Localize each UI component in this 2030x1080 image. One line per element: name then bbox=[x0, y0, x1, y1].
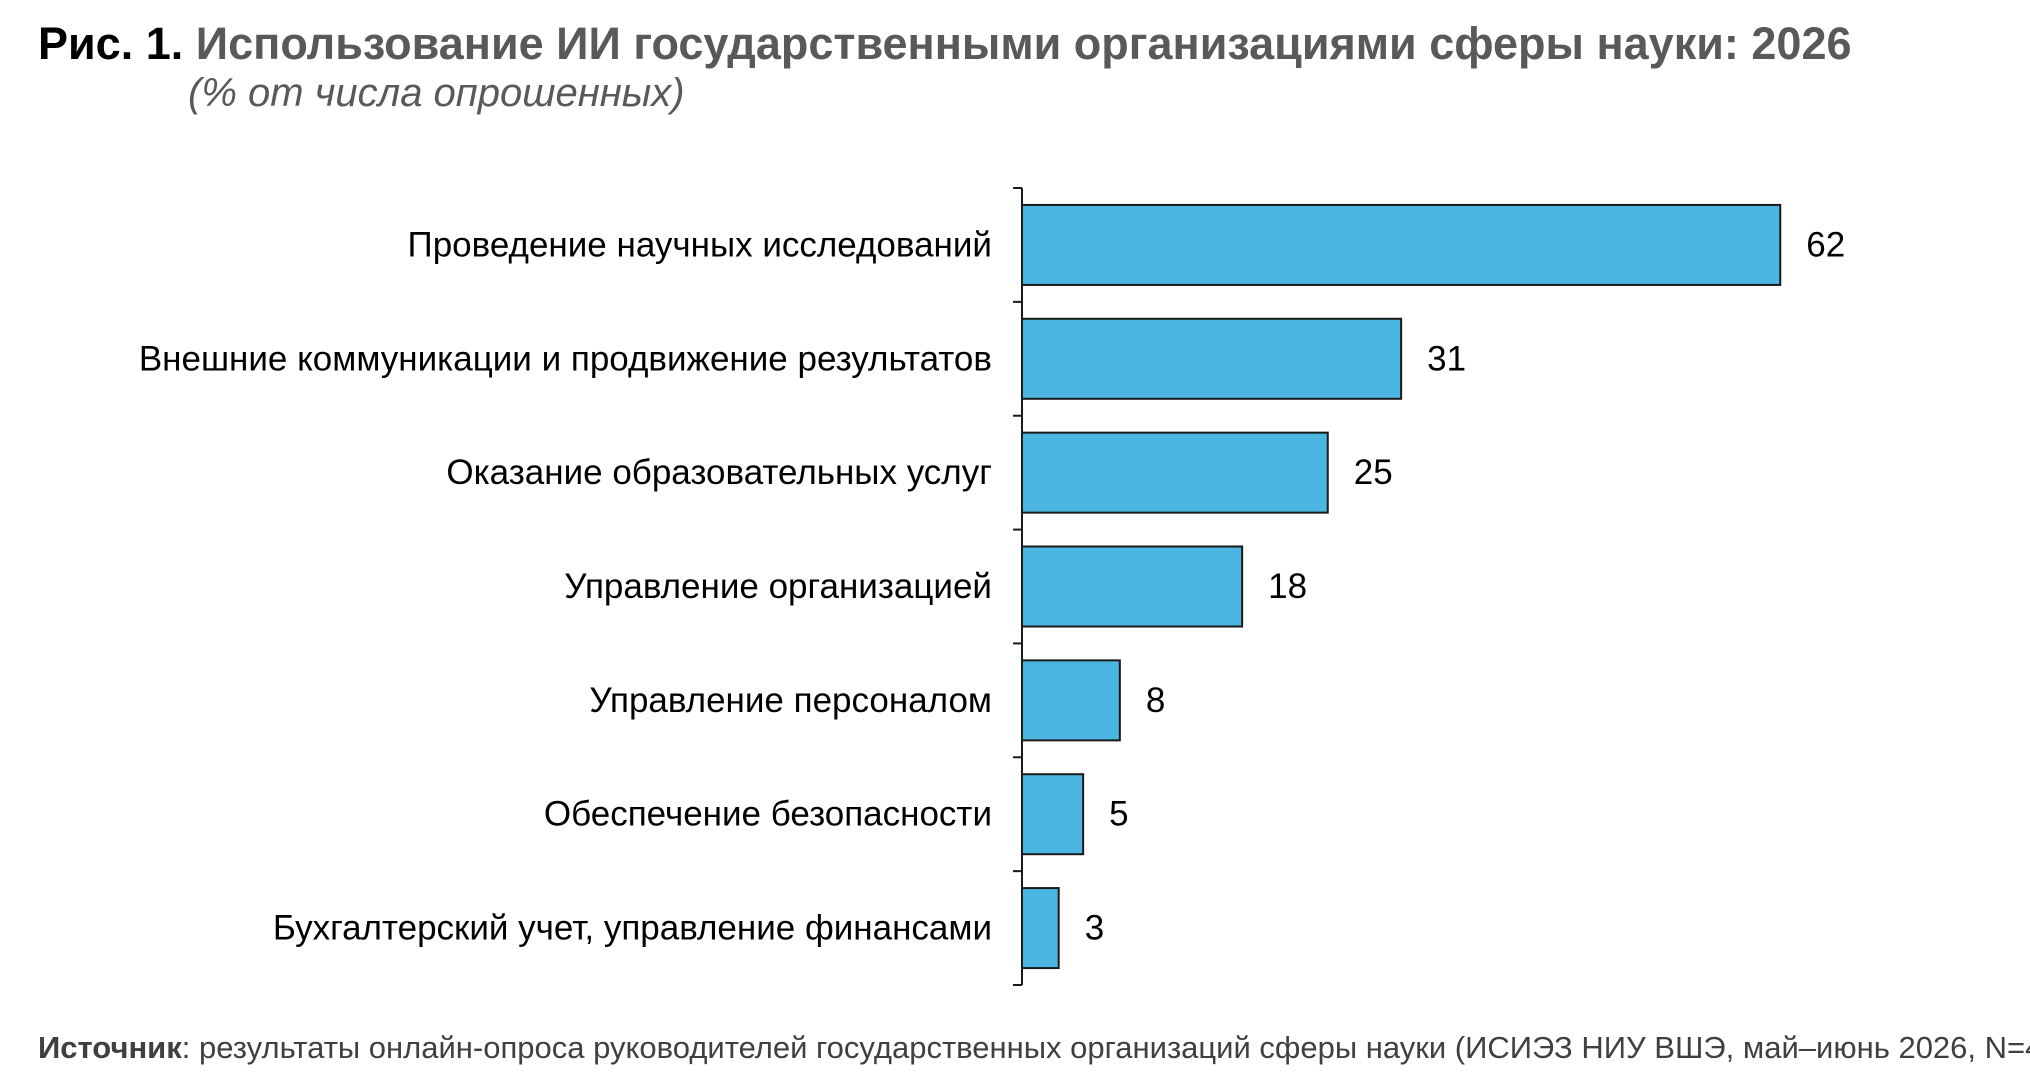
category-label: Бухгалтерский учет, управление финансами bbox=[273, 909, 992, 948]
chart-title: Рис. 1. Использование ИИ государственным… bbox=[38, 18, 1852, 70]
category-label: Внешние коммуникации и продвижение резул… bbox=[139, 339, 992, 378]
bar bbox=[1021, 773, 1085, 856]
chart-title-text: Использование ИИ государственными органи… bbox=[195, 18, 1852, 69]
chart-subtitle: (% от числа опрошенных) bbox=[188, 71, 685, 115]
bar bbox=[1021, 659, 1121, 742]
bar bbox=[1021, 203, 1782, 286]
data-label: 18 bbox=[1268, 567, 1307, 606]
data-label: 8 bbox=[1146, 681, 1165, 720]
category-label: Проведение научных исследований bbox=[408, 225, 992, 264]
category-label: Оказание образовательных услуг bbox=[446, 453, 992, 492]
bar bbox=[1021, 431, 1329, 514]
category-label: Обеспечение безопасности bbox=[544, 795, 992, 834]
category-label: Управление организацией bbox=[564, 567, 992, 606]
figure-label: Рис. 1. bbox=[38, 18, 184, 69]
data-label: 25 bbox=[1354, 453, 1393, 492]
bar bbox=[1021, 545, 1244, 628]
source-text: : результаты онлайн-опроса руководителей… bbox=[181, 1030, 2030, 1065]
data-label: 62 bbox=[1806, 225, 1845, 264]
category-label: Управление персоналом bbox=[589, 681, 992, 720]
source-label: Источник bbox=[38, 1030, 182, 1065]
bar bbox=[1021, 887, 1060, 970]
bar bbox=[1021, 317, 1403, 400]
data-label: 3 bbox=[1085, 909, 1104, 948]
data-label: 31 bbox=[1427, 339, 1466, 378]
data-label: 5 bbox=[1109, 795, 1128, 834]
source-note: Источник: результаты онлайн-опроса руков… bbox=[38, 1030, 2030, 1066]
